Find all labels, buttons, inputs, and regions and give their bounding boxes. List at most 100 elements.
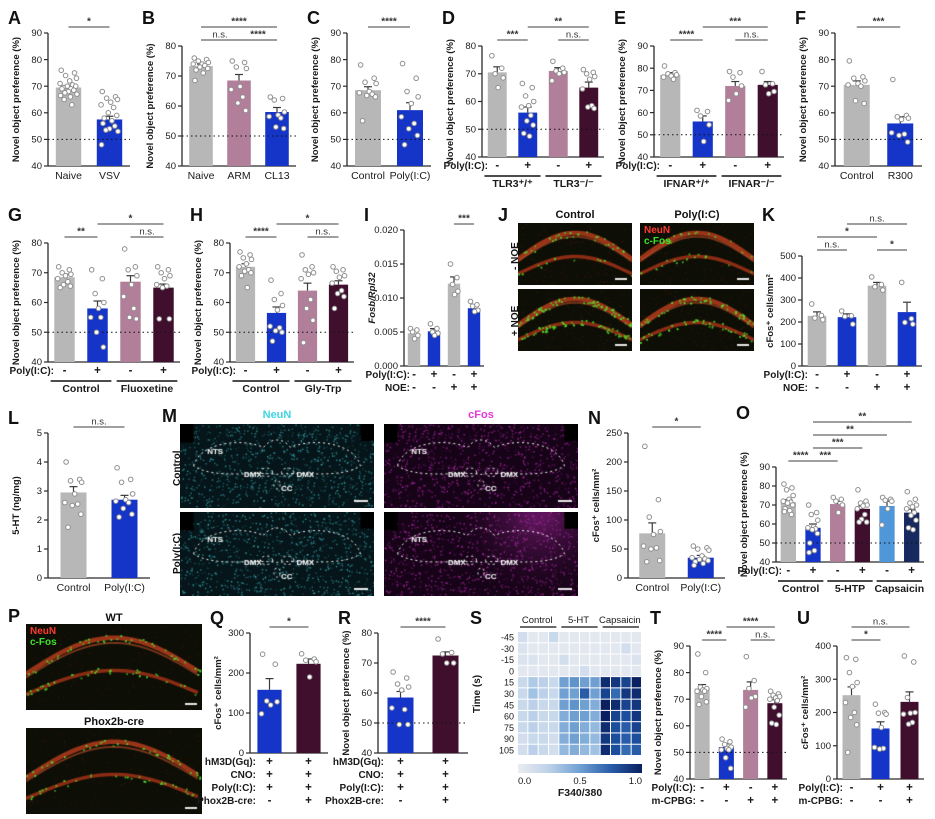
y-tick-label: 0 xyxy=(791,361,796,372)
bars xyxy=(235,263,349,362)
y-tick-label: 80 xyxy=(213,238,224,249)
x-labels: Poly(I:C): - + +m-CPBG: - - + xyxy=(799,782,914,807)
sig-label: n.s. xyxy=(566,30,581,41)
significance: n.s. xyxy=(73,417,125,428)
matrix-value: - xyxy=(412,369,416,381)
bars xyxy=(639,522,714,578)
chart-G: 40 50 60 70 80 Novel object preference (%) ** n… xyxy=(10,214,180,395)
significance: **** n.s.*** xyxy=(670,17,768,41)
panel-G: 40 50 60 70 80 Novel object preference (%) ** n… xyxy=(8,205,188,403)
matrix-value: + xyxy=(723,782,730,794)
group-label: Control xyxy=(62,383,99,395)
x-labels: Poly(I:C): - + - + - +Control 5-HTP Capsaicin xyxy=(738,565,925,595)
bar-H-0 xyxy=(235,266,256,362)
y-tick-label: 50 xyxy=(361,718,372,729)
bar-D-2 xyxy=(548,70,568,157)
panel-letter-S: S xyxy=(470,608,483,628)
bar-C-0 xyxy=(355,90,381,166)
micro-col-header: WT xyxy=(105,612,123,624)
significance: n.s. ******** xyxy=(201,17,277,41)
panel-letter-D: D xyxy=(442,8,455,28)
matrix-row-label: Phox2B-cre: xyxy=(325,796,384,807)
sig-label: **** xyxy=(743,617,759,628)
matrix-value: - xyxy=(836,565,840,577)
bar-L-1 xyxy=(111,499,138,578)
sig-label: ** xyxy=(858,412,866,423)
chart-T: 40 50 60 70 80 90 Novel object preference (%) *… xyxy=(652,617,787,807)
matrix-row-label: Poly(I:C): xyxy=(444,161,488,172)
significance: * n.s. xyxy=(851,617,910,641)
sig-label: **** xyxy=(706,630,722,641)
sig-label: n.s. xyxy=(212,30,227,41)
y-tick-label: 80 xyxy=(818,55,829,66)
matrix-value: - xyxy=(749,782,753,794)
x-tick-label: Naive xyxy=(55,170,82,182)
bars xyxy=(842,686,919,779)
y-tick-label: 100 xyxy=(780,339,796,350)
matrix-value: + xyxy=(442,782,449,794)
group-label: IFNAR⁺/⁺ xyxy=(663,178,710,190)
matrix-row-label: Poly(I:C): xyxy=(764,370,808,381)
sig-label: **** xyxy=(679,30,695,41)
y-axis-label: cFos⁺ cells/mm² xyxy=(765,274,776,348)
y-tick-label: 0 xyxy=(37,573,42,584)
panel-letter-U: U xyxy=(797,608,810,628)
y-axis: 40 50 60 70 80 xyxy=(361,628,468,759)
chart-N: 0 50 100 150 200 250 cFos⁺ cells/mm² * Control Po… xyxy=(591,417,725,594)
sig-label: *** xyxy=(729,17,741,28)
y-tick-label: 50 xyxy=(31,135,42,146)
micro-image-J-10 xyxy=(518,289,632,351)
stain-label: NeuN xyxy=(644,225,671,236)
y-tick-label: 60 xyxy=(759,519,770,530)
matrix-value: + xyxy=(442,756,449,768)
significance: *** xyxy=(856,17,901,28)
matrix-row-label: Poly(I:C): xyxy=(192,366,236,377)
micro-col-header: Control xyxy=(555,209,595,221)
x-labels: Naive ARM CL13 xyxy=(188,170,290,182)
data-points xyxy=(660,63,777,145)
y-tick-label: 70 xyxy=(31,268,42,279)
panel-letter-R: R xyxy=(338,608,351,628)
matrix-row-label: Poly(I:C): xyxy=(212,783,256,794)
bar-O-5 xyxy=(904,512,920,562)
panel-letter-F: F xyxy=(795,8,806,28)
bar-K-2 xyxy=(867,285,887,366)
sig-label: *** xyxy=(819,451,831,462)
sig-label: * xyxy=(287,617,291,628)
micro-image-M-00 xyxy=(180,424,374,508)
panel-letter-E: E xyxy=(614,8,627,28)
data-points xyxy=(489,52,598,139)
chart-O: 40 50 60 70 80 90 Novel object preference (%) *… xyxy=(738,412,925,596)
y-tick-label: 40 xyxy=(31,357,42,368)
data-points xyxy=(845,58,912,145)
matrix-value: - xyxy=(495,160,499,172)
x-labels: Control Poly(I:C) xyxy=(351,170,430,182)
panel-letter-L: L xyxy=(8,408,19,428)
y-axis: 40 50 60 70 80 90 xyxy=(759,462,924,568)
y-tick-label: 70 xyxy=(818,81,829,92)
significance: * xyxy=(269,617,309,628)
matrix-value: + xyxy=(335,365,342,377)
significance: **** n.s. * xyxy=(245,214,339,238)
data-points xyxy=(640,443,712,569)
matrix-value: + xyxy=(908,565,915,577)
y-axis-label: Novel object preference (%) xyxy=(145,43,156,168)
panel-E: 40 50 60 70 80 90 Novel object preference (%) *… xyxy=(614,8,792,198)
stain-label: c-Fos xyxy=(644,236,671,247)
sig-label: n.s. xyxy=(873,617,888,628)
y-axis-label: Novel object preference (%) xyxy=(11,240,22,365)
matrix-value: - xyxy=(244,365,248,377)
y-tick-label: 50 xyxy=(330,135,341,146)
stain-legend: NeuN c-Fos xyxy=(30,626,57,648)
y-axis: 40 50 60 70 80 90 xyxy=(330,28,431,172)
y-axis-label: 5-HT (ng/mg) xyxy=(11,476,22,535)
bar-B-0 xyxy=(189,66,213,166)
y-tick-label: 0.020 xyxy=(374,225,398,236)
sig-label: * xyxy=(675,417,679,428)
panel-P: WT Phox2b-cre NeuN c-Fos P xyxy=(8,606,208,819)
matrix-value: - xyxy=(885,565,889,577)
y-tick-label: 50 xyxy=(165,131,176,142)
panel-D: 40 50 60 70 80 Novel object preference (%) ***… xyxy=(442,8,612,198)
y-tick-label: 150 xyxy=(606,486,622,497)
matrix-value: + xyxy=(442,769,449,781)
